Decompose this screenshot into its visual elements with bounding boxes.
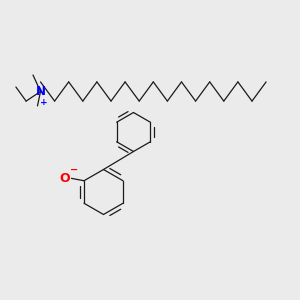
Text: O: O <box>60 172 70 185</box>
Text: +: + <box>40 98 48 107</box>
Text: −: − <box>70 165 78 175</box>
Text: N: N <box>35 85 46 98</box>
